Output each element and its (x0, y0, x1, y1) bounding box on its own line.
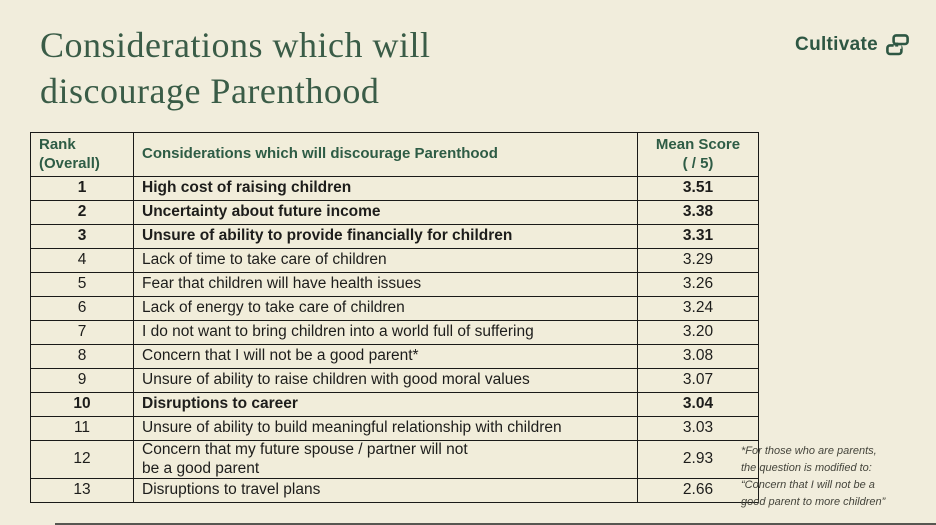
table-row: 10 Disruptions to career 3.04 (30, 392, 759, 417)
rank-cell: 2 (30, 200, 134, 225)
cultivate-logo-text: Cultivate (795, 34, 878, 55)
score-cell: 3.51 (637, 176, 759, 201)
score-cell: 2.93 (637, 439, 759, 480)
considerations-table: Rank (Overall) Considerations which will… (30, 132, 759, 504)
header-mean-score: Mean Score ( / 5) (637, 132, 759, 177)
consideration-cell: Unsure of ability to raise children with… (133, 368, 638, 393)
table-row: 1 High cost of raising children 3.51 (30, 176, 759, 201)
rank-cell: 10 (30, 392, 134, 417)
consideration-cell: Unsure of ability to provide financially… (133, 224, 638, 249)
rank-cell: 12 (30, 439, 134, 480)
table-row: 3 Unsure of ability to provide financial… (30, 224, 759, 249)
rank-cell: 8 (30, 344, 134, 369)
score-cell: 2.66 (637, 478, 759, 504)
table-row: 9 Unsure of ability to raise children wi… (30, 368, 759, 393)
footnote: *For those who are parents, the question… (741, 445, 886, 509)
score-cell: 3.26 (637, 272, 759, 297)
score-cell: 3.08 (637, 344, 759, 369)
header-rank: Rank (Overall) (30, 132, 134, 177)
header-consideration: Considerations which will discourage Par… (133, 132, 638, 177)
table-row: 7 I do not want to bring children into a… (30, 320, 759, 345)
rank-cell: 4 (30, 248, 134, 273)
table-row: 4 Lack of time to take care of children … (30, 248, 759, 273)
consideration-cell: I do not want to bring children into a w… (133, 320, 638, 345)
score-cell: 3.29 (637, 248, 759, 273)
table-row: 2 Uncertainty about future income 3.38 (30, 200, 759, 225)
rank-cell: 6 (30, 296, 134, 321)
table-row: 8 Concern that I will not be a good pare… (30, 344, 759, 369)
consideration-cell: Disruptions to career (133, 392, 638, 417)
rank-cell: 7 (30, 320, 134, 345)
table-row: 6 Lack of energy to take care of childre… (30, 296, 759, 321)
consideration-cell: Disruptions to travel plans (133, 478, 638, 504)
rank-cell: 1 (30, 176, 134, 201)
consideration-cell: Uncertainty about future income (133, 200, 638, 225)
table-header-row: Rank (Overall) Considerations which will… (30, 132, 759, 177)
interlocked-links-icon (885, 33, 910, 57)
rank-cell: 5 (30, 272, 134, 297)
page-title-line2: discourage Parenthood (40, 71, 380, 112)
consideration-cell: Lack of energy to take care of children (133, 296, 638, 321)
rank-cell: 3 (30, 224, 134, 249)
table-header: Rank (Overall) Considerations which will… (30, 132, 759, 177)
bottom-edge-artifact (55, 523, 936, 525)
consideration-cell: Unsure of ability to build meaningful re… (133, 416, 638, 441)
score-cell: 3.38 (637, 200, 759, 225)
consideration-cell: Fear that children will have health issu… (133, 272, 638, 297)
consideration-cell: Concern that my future spouse / partner … (133, 439, 638, 480)
page-title-line1: Considerations which will (40, 25, 431, 65)
table-body: 1 High cost of raising children 3.51 2 U… (30, 176, 759, 504)
rank-cell: 9 (30, 368, 134, 393)
score-cell: 3.20 (637, 320, 759, 345)
score-cell: 3.24 (637, 296, 759, 321)
consideration-cell: Lack of time to take care of children (133, 248, 638, 273)
score-cell: 3.04 (637, 392, 759, 417)
score-cell: 3.03 (637, 416, 759, 441)
table-row: 5 Fear that children will have health is… (30, 272, 759, 297)
rank-cell: 11 (30, 416, 134, 441)
page-title: Considerations which will discourage Pare… (40, 22, 430, 114)
score-cell: 3.07 (637, 368, 759, 393)
table-row: 13 Disruptions to travel plans 2.66 (30, 478, 759, 504)
cultivate-logo: Cultivate (795, 33, 910, 57)
consideration-cell: Concern that I will not be a good parent… (133, 344, 638, 369)
table-row: 12 Concern that my future spouse / partn… (30, 439, 759, 480)
score-cell: 3.31 (637, 224, 759, 249)
consideration-cell: High cost of raising children (133, 176, 638, 201)
table-row: 11 Unsure of ability to build meaningful… (30, 416, 759, 441)
rank-cell: 13 (30, 478, 134, 504)
